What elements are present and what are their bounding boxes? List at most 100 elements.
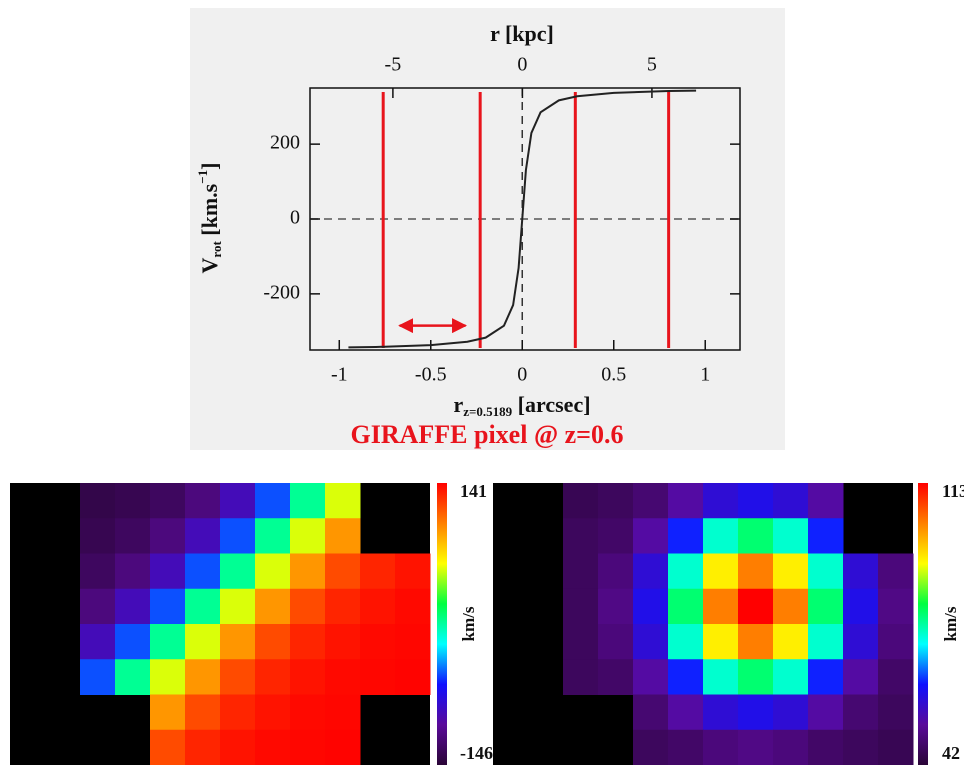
- colorbar-tick-label: 42: [942, 743, 960, 763]
- y-tick-label: -200: [263, 281, 300, 303]
- x-tick-label: -1: [331, 364, 348, 386]
- map-pixel: [633, 553, 669, 590]
- map-pixel: [80, 659, 116, 695]
- map-pixel: [738, 659, 774, 695]
- map-pixel: [185, 624, 221, 660]
- colorbar-tick-label: 141: [460, 481, 487, 501]
- map-pixel: [185, 553, 221, 590]
- map-pixel: [598, 624, 634, 660]
- map-pixel: [843, 729, 879, 765]
- colorbar: [437, 483, 447, 765]
- map-pixel: [395, 588, 431, 625]
- map-pixel: [843, 588, 879, 625]
- y-label-sup: −1: [195, 170, 210, 184]
- map-pixel: [703, 518, 739, 554]
- y-label-sub: rot: [209, 241, 224, 258]
- map-pixel: [738, 624, 774, 660]
- colorbar-label: km/s: [941, 606, 960, 641]
- map-pixel: [360, 659, 396, 695]
- map-pixel: [395, 624, 431, 660]
- map-pixel: [633, 694, 669, 731]
- map-pixel: [115, 624, 151, 660]
- map-pixel: [115, 518, 151, 554]
- map-pixel: [738, 553, 774, 590]
- x-label-part: r: [453, 392, 463, 417]
- map-pixel: [878, 729, 914, 765]
- top-axis-label: r [kpc]: [490, 21, 554, 46]
- map-pixel: [360, 624, 396, 660]
- map-pixel: [668, 729, 704, 765]
- map-pixel: [808, 624, 844, 660]
- map-pixel: [325, 659, 361, 695]
- map-pixel: [360, 588, 396, 625]
- y-label-part: [km.s: [197, 183, 222, 241]
- map-pixel: [773, 588, 809, 625]
- map-pixel: [255, 483, 291, 519]
- map-pixel: [220, 624, 256, 660]
- map-pixel: [808, 518, 844, 554]
- map-pixel: [395, 553, 431, 590]
- map-pixel: [290, 483, 326, 519]
- map-pixel: [878, 588, 914, 625]
- x-tick-label: 0.5: [601, 364, 626, 386]
- map-pixel: [633, 483, 669, 519]
- map-pixel: [668, 483, 704, 519]
- map-pixel: [395, 659, 431, 695]
- map-pixel: [325, 518, 361, 554]
- map-pixel: [703, 729, 739, 765]
- map-pixel: [185, 729, 221, 765]
- map-pixel: [80, 518, 116, 554]
- map-pixel: [290, 553, 326, 590]
- y-label-part: V: [197, 257, 222, 273]
- map-pixel: [598, 659, 634, 695]
- map-pixel: [773, 729, 809, 765]
- map-pixel: [598, 588, 634, 625]
- map-pixel: [325, 624, 361, 660]
- map-pixel: [808, 694, 844, 731]
- map-pixel: [738, 729, 774, 765]
- y-tick-label: 200: [270, 132, 300, 154]
- map-pixel: [80, 624, 116, 660]
- x-tick-label: 1: [700, 364, 710, 386]
- map-pixel: [668, 518, 704, 554]
- map-pixel: [808, 588, 844, 625]
- map-pixel: [773, 553, 809, 590]
- map-pixel: [185, 694, 221, 731]
- map-pixel: [808, 483, 844, 519]
- map-pixel: [115, 659, 151, 695]
- map-pixel: [878, 553, 914, 590]
- map-pixel: [738, 588, 774, 625]
- map-pixel: [773, 694, 809, 731]
- x-tick-label: 0: [517, 364, 527, 386]
- colorbar-tick-label: -146: [460, 743, 493, 763]
- map-pixel: [185, 588, 221, 625]
- map-pixel: [80, 588, 116, 625]
- map-pixel: [80, 483, 116, 519]
- map-pixel: [255, 729, 291, 765]
- map-pixel: [220, 588, 256, 625]
- map-pixel: [185, 518, 221, 554]
- map-pixel: [290, 588, 326, 625]
- map-pixel: [598, 483, 634, 519]
- map-pixel: [325, 588, 361, 625]
- map-pixel: [703, 624, 739, 660]
- map-pixel: [290, 694, 326, 731]
- panel-background: [190, 8, 785, 450]
- top-tick-label: 5: [647, 54, 657, 76]
- map-pixel: [703, 553, 739, 590]
- map-pixel: [808, 729, 844, 765]
- map-pixel: [255, 553, 291, 590]
- map-pixel: [703, 483, 739, 519]
- map-pixel: [843, 553, 879, 590]
- map-pixel: [668, 553, 704, 590]
- map-pixel: [255, 624, 291, 660]
- map-pixel: [633, 659, 669, 695]
- map-pixel: [563, 553, 599, 590]
- map-pixel: [773, 518, 809, 554]
- x-label-sub: z=0.5189: [463, 404, 512, 419]
- map-pixel: [150, 624, 186, 660]
- y-axis-label: Vrot [km.s−1]: [195, 163, 224, 274]
- y-label-part: ]: [197, 163, 222, 170]
- map-pixel: [773, 659, 809, 695]
